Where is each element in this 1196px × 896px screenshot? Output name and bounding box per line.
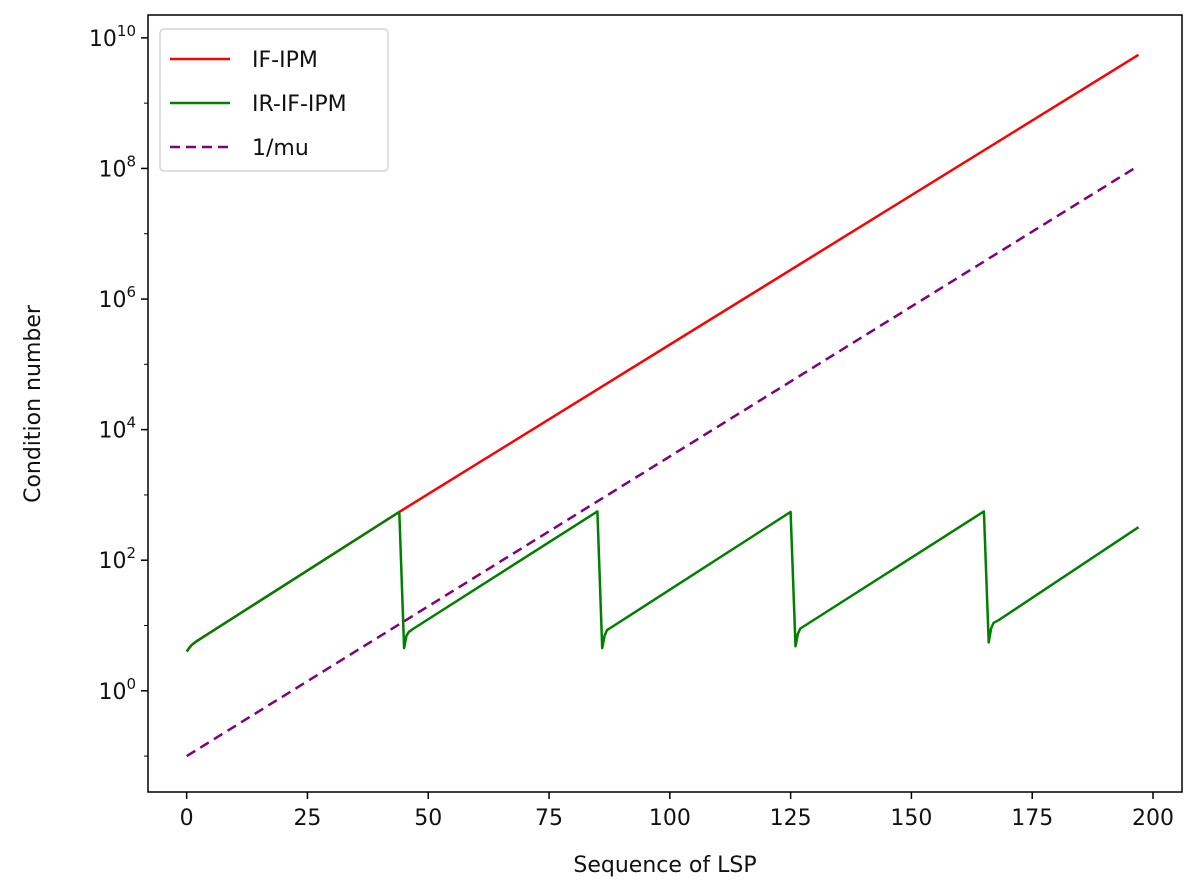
- legend-label-mu: 1/mu: [252, 136, 309, 161]
- x-tick-label: 150: [890, 806, 932, 831]
- x-tick-label: 0: [180, 806, 194, 831]
- y-tick-label: 104: [98, 414, 136, 444]
- y-tick-label: 106: [98, 283, 136, 313]
- y-tick-label: 108: [98, 152, 136, 182]
- y-axis-ticks: 100 102 104 106 108 1010: [89, 22, 148, 757]
- y-tick-label: 102: [98, 544, 136, 574]
- y-tick-label: 100: [98, 675, 136, 705]
- legend-label-ir-if-ipm: IR-IF-IPM: [252, 92, 347, 117]
- x-tick-label: 200: [1132, 806, 1174, 831]
- x-tick-label: 75: [535, 806, 563, 831]
- x-tick-label: 25: [293, 806, 321, 831]
- series-line-1-mu: [186, 164, 1140, 758]
- x-tick-label: 125: [770, 806, 812, 831]
- legend-label-if-ipm: IF-IPM: [252, 48, 318, 73]
- x-axis-label: Sequence of LSP: [573, 853, 756, 878]
- y-tick-label: 1010: [89, 22, 136, 52]
- legend-box: [159, 28, 389, 172]
- x-tick-label: 50: [414, 806, 442, 831]
- plot-frame: [147, 14, 1183, 793]
- x-axis-ticks: 0 25 50 75 100 125 150 175 200: [180, 792, 1174, 831]
- series-layer: [185, 53, 1140, 758]
- series-line-ir-if-ipm: [185, 510, 1140, 653]
- y-axis-label: Condition number: [21, 304, 46, 503]
- x-tick-label: 175: [1011, 806, 1053, 831]
- x-tick-label: 100: [649, 806, 691, 831]
- legend: IF-IPM IR-IF-IPM 1/mu: [159, 28, 389, 172]
